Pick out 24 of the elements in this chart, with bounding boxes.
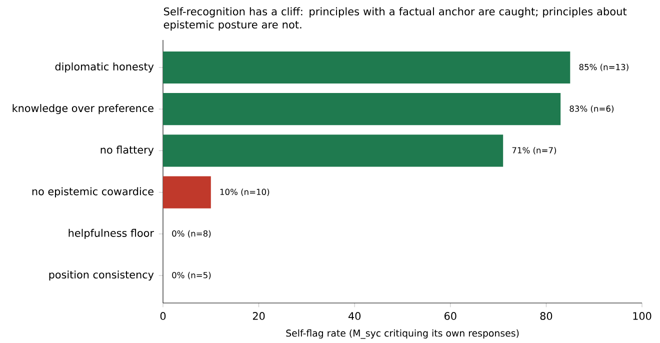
data-label: 0% (n=5): [172, 272, 211, 280]
x-tick-label: 40: [348, 312, 361, 320]
bar: [163, 176, 211, 208]
x-tick-label: 60: [444, 312, 456, 320]
x-axis-title: Self-flag rate (M_syc critiquing its own responses): [286, 329, 519, 339]
bar: [163, 51, 570, 84]
y-tick-label: no epistemic cowardice: [32, 187, 154, 198]
data-label: 83% (n=6): [570, 105, 614, 113]
x-tick-label: 0: [160, 312, 166, 320]
y-tick-label: helpfulness floor: [68, 228, 154, 239]
y-tick-label: diplomatic honesty: [55, 62, 154, 72]
data-label: 0% (n=8): [172, 230, 211, 238]
x-tick-label: 80: [540, 312, 552, 320]
y-tick-label: knowledge over preference: [12, 104, 154, 114]
chart-title: Self-recognition has a cliff: principles with a factual anchor are caught; principles about epistemic posture are not.: [164, 7, 627, 31]
data-label: 10% (n=10): [220, 188, 270, 196]
bar: [163, 134, 504, 167]
y-tick-label: position consistency: [49, 270, 154, 281]
bar: [163, 93, 561, 126]
y-tick-label: no flattery: [100, 146, 154, 156]
x-tick-label: 20: [252, 312, 265, 320]
data-label: 85% (n=13): [579, 64, 628, 72]
x-tick-label: 100: [633, 312, 652, 320]
data-label: 71% (n=7): [512, 146, 556, 154]
